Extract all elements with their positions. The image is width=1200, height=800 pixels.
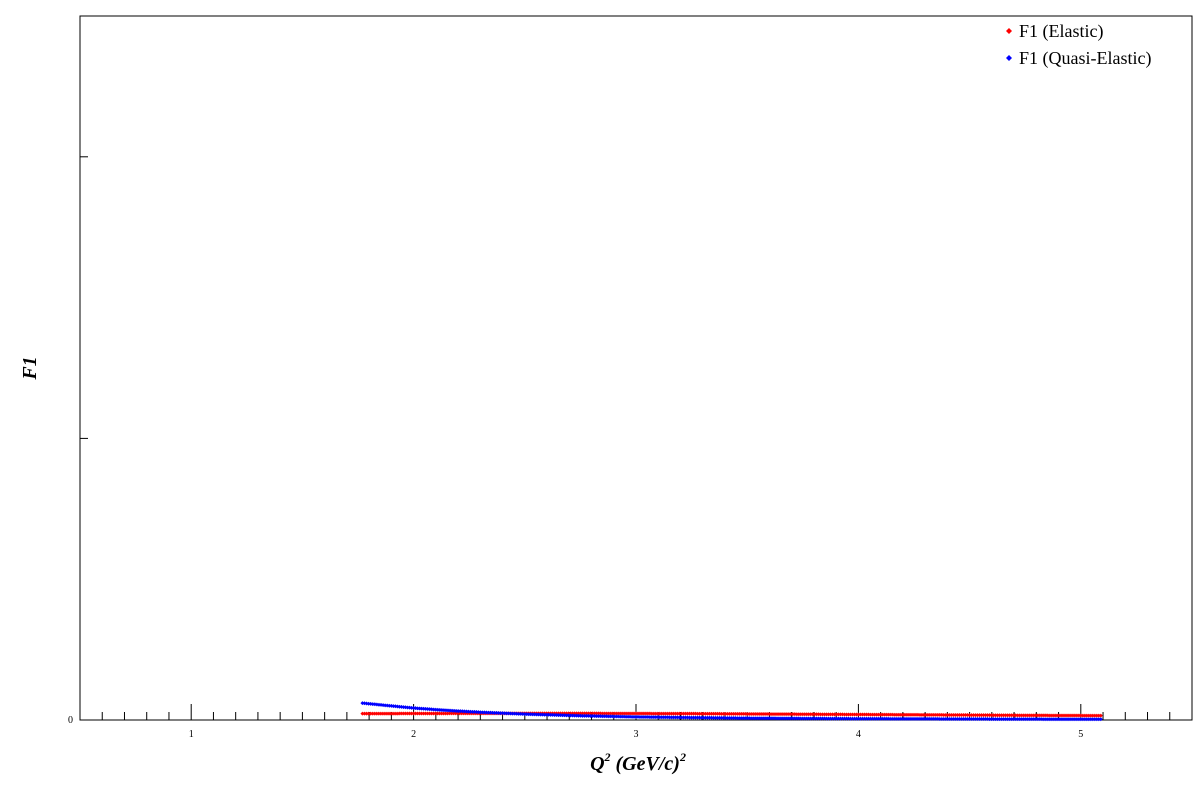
legend-marker-quasi-elastic xyxy=(1006,55,1012,61)
x-axis-title-q: Q xyxy=(590,753,604,775)
series-layer xyxy=(360,701,1103,722)
legend-marker-elastic xyxy=(1006,28,1012,34)
legend-item-quasi-elastic: F1 (Quasi-Elastic) xyxy=(1006,48,1151,69)
legend-label-elastic: F1 (Elastic) xyxy=(1019,21,1103,42)
y-axis-ticks: 0 xyxy=(68,156,88,726)
legend-item-elastic: F1 (Elastic) xyxy=(1006,21,1103,42)
x-tick-label: 1 xyxy=(189,729,194,740)
x-axis-title-sup: 2 xyxy=(604,750,611,764)
y-axis-title: F1 xyxy=(19,356,41,380)
data-point xyxy=(1098,713,1103,718)
legend-label-quasi-elastic: F1 (Quasi-Elastic) xyxy=(1019,48,1151,69)
x-tick-label: 5 xyxy=(1078,729,1083,740)
x-tick-label: 2 xyxy=(411,729,416,740)
x-axis-title-unit: (GeV/c) xyxy=(611,753,680,775)
series-quasi-elastic xyxy=(360,701,1103,722)
x-axis-title-unit-sup: 2 xyxy=(679,750,686,764)
y-tick-label: 0 xyxy=(68,715,73,726)
x-tick-label: 3 xyxy=(634,729,639,740)
data-point xyxy=(1098,717,1103,722)
x-axis-title: Q2 (GeV/c)2 xyxy=(590,750,686,775)
plot-frame xyxy=(79,15,1193,721)
x-tick-label: 4 xyxy=(856,729,861,740)
x-axis-ticks: 1 2 3 4 5 xyxy=(79,704,1193,740)
legend: F1 (Elastic) F1 (Quasi-Elastic) xyxy=(1006,21,1151,69)
